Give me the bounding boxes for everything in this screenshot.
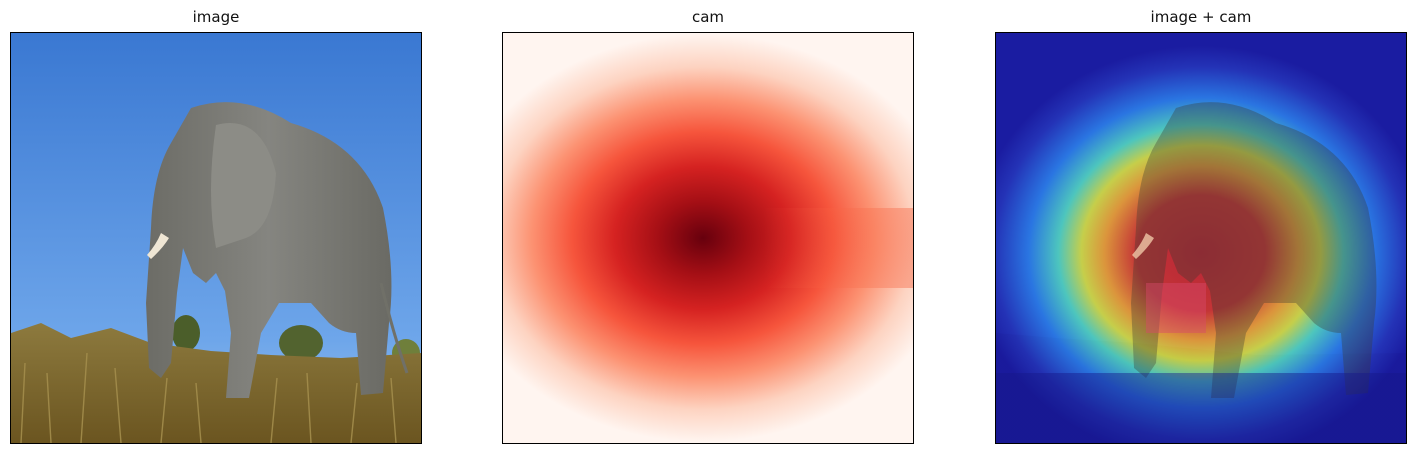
panel-title-overlay: image + cam — [1150, 8, 1252, 26]
panel-title-image: image — [192, 8, 240, 26]
overlay-frame — [995, 32, 1407, 444]
panel-image: image — [10, 0, 422, 452]
elephant-photo — [11, 33, 421, 443]
panel-overlay: image + cam — [995, 0, 1407, 452]
panel-cam: cam — [502, 0, 914, 452]
overlay-image — [996, 33, 1406, 443]
cam-heatmap — [503, 33, 913, 443]
image-frame — [10, 32, 422, 444]
cam-frame — [502, 32, 914, 444]
panel-title-cam: cam — [691, 8, 725, 26]
